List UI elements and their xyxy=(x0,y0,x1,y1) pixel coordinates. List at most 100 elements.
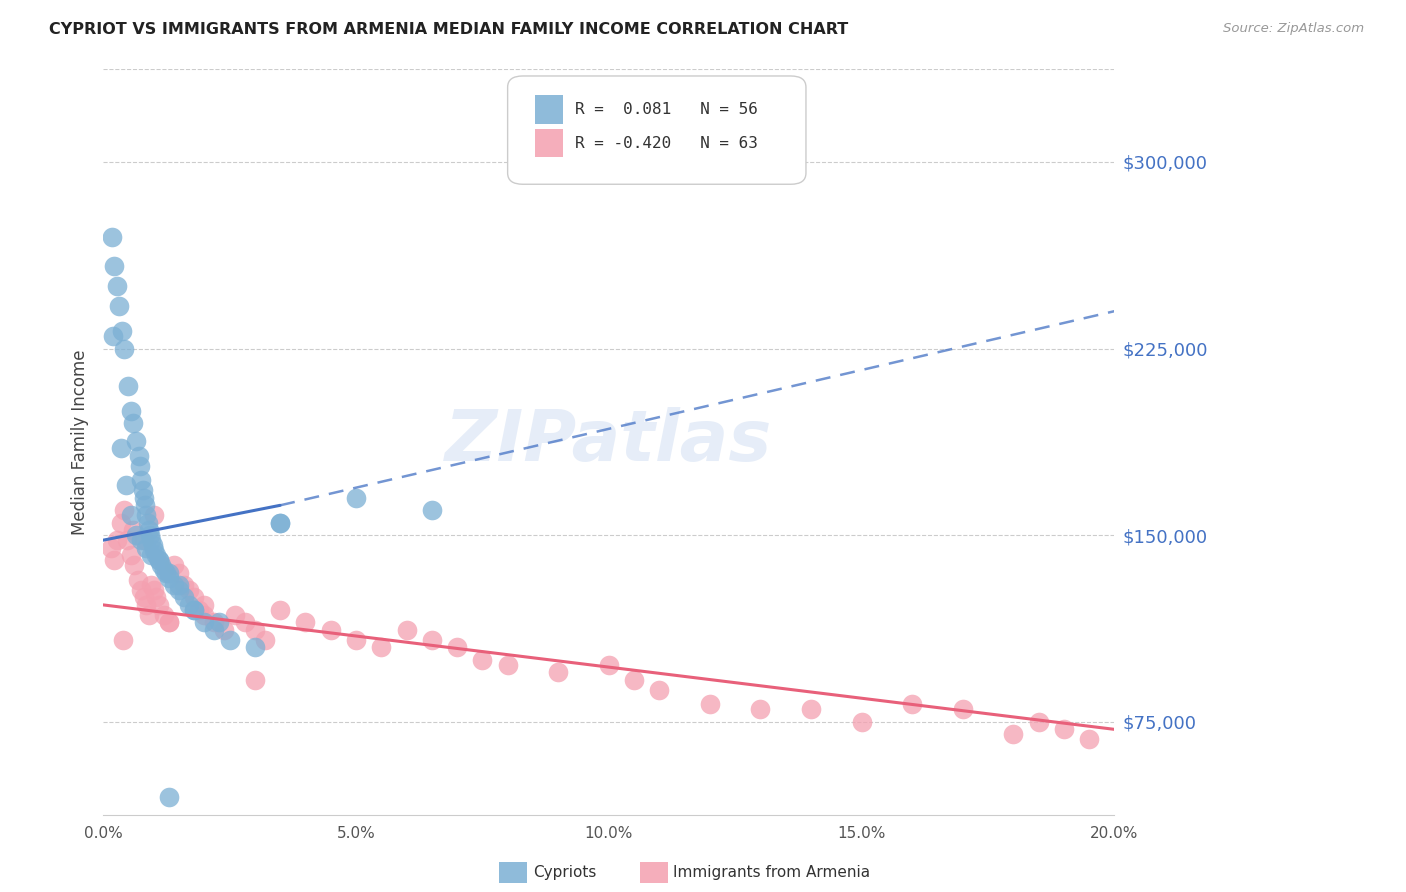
Point xyxy=(112,342,135,356)
Point xyxy=(623,673,645,687)
Point xyxy=(167,578,190,592)
Point xyxy=(269,603,291,617)
Point xyxy=(183,603,205,617)
Point xyxy=(134,499,156,513)
Point xyxy=(132,491,155,505)
Point xyxy=(1002,727,1025,741)
Point xyxy=(117,379,139,393)
Point xyxy=(101,229,124,244)
Point xyxy=(294,615,316,630)
Bar xyxy=(534,129,564,157)
Point xyxy=(120,548,142,562)
Point xyxy=(699,698,721,712)
Point xyxy=(420,503,443,517)
Point xyxy=(110,441,132,455)
Point xyxy=(177,598,200,612)
Point xyxy=(269,516,291,530)
Point xyxy=(103,329,125,343)
Point xyxy=(1028,714,1050,729)
Point xyxy=(269,516,291,530)
Text: CYPRIOT VS IMMIGRANTS FROM ARMENIA MEDIAN FAMILY INCOME CORRELATION CHART: CYPRIOT VS IMMIGRANTS FROM ARMENIA MEDIA… xyxy=(49,22,848,37)
Point xyxy=(749,702,772,716)
Point xyxy=(233,615,256,630)
Text: ZIPatlas: ZIPatlas xyxy=(446,408,772,476)
Point xyxy=(851,714,873,729)
Point xyxy=(344,491,367,505)
Point xyxy=(952,702,974,716)
Point xyxy=(129,533,152,548)
Point xyxy=(145,548,167,562)
FancyBboxPatch shape xyxy=(508,76,806,185)
Point xyxy=(395,623,418,637)
Point xyxy=(148,553,170,567)
Point xyxy=(112,503,135,517)
Text: Source: ZipAtlas.com: Source: ZipAtlas.com xyxy=(1223,22,1364,36)
Point xyxy=(173,591,195,605)
Point xyxy=(110,516,132,530)
Point xyxy=(111,324,134,338)
Point xyxy=(142,508,165,523)
Point xyxy=(142,582,165,597)
Point xyxy=(800,702,823,716)
Point xyxy=(117,533,139,548)
Point xyxy=(120,403,142,417)
Point xyxy=(148,598,170,612)
Point xyxy=(141,578,163,592)
Point xyxy=(141,533,163,548)
Point xyxy=(496,657,519,672)
Point xyxy=(145,591,167,605)
Bar xyxy=(534,95,564,124)
Point xyxy=(344,632,367,647)
Point xyxy=(150,558,173,572)
Point xyxy=(115,478,138,492)
Point xyxy=(253,632,276,647)
Point xyxy=(218,632,240,647)
Point xyxy=(648,682,671,697)
Point xyxy=(193,598,215,612)
Point xyxy=(105,533,128,548)
Point xyxy=(125,434,148,448)
Point xyxy=(128,449,150,463)
Point xyxy=(142,543,165,558)
Point xyxy=(202,623,225,637)
Point xyxy=(224,607,246,622)
Point xyxy=(112,632,135,647)
Point xyxy=(167,566,190,580)
Point xyxy=(420,632,443,647)
Point xyxy=(103,260,125,274)
Point xyxy=(243,673,266,687)
Point xyxy=(1078,732,1101,747)
Point xyxy=(127,573,149,587)
Point xyxy=(177,582,200,597)
Point xyxy=(122,523,145,537)
Point xyxy=(598,657,620,672)
Point xyxy=(138,528,160,542)
Point xyxy=(132,591,155,605)
Text: Immigrants from Armenia: Immigrants from Armenia xyxy=(673,865,870,880)
Point xyxy=(128,458,150,473)
Point xyxy=(208,615,231,630)
Point xyxy=(183,603,205,617)
Point xyxy=(157,615,180,630)
Point xyxy=(183,591,205,605)
Point xyxy=(138,607,160,622)
Point xyxy=(155,566,177,580)
Point xyxy=(131,483,153,498)
Point xyxy=(125,528,148,542)
Point xyxy=(163,558,186,572)
Point xyxy=(163,578,186,592)
Point xyxy=(135,598,157,612)
Point xyxy=(135,508,157,523)
Point xyxy=(547,665,569,679)
Point xyxy=(157,615,180,630)
Point xyxy=(901,698,924,712)
Point xyxy=(193,615,215,630)
Point xyxy=(471,653,494,667)
Point xyxy=(188,603,211,617)
Point xyxy=(243,623,266,637)
Point xyxy=(120,508,142,523)
Point xyxy=(1053,723,1076,737)
Point xyxy=(157,566,180,580)
Point xyxy=(243,640,266,655)
Point xyxy=(142,538,165,552)
